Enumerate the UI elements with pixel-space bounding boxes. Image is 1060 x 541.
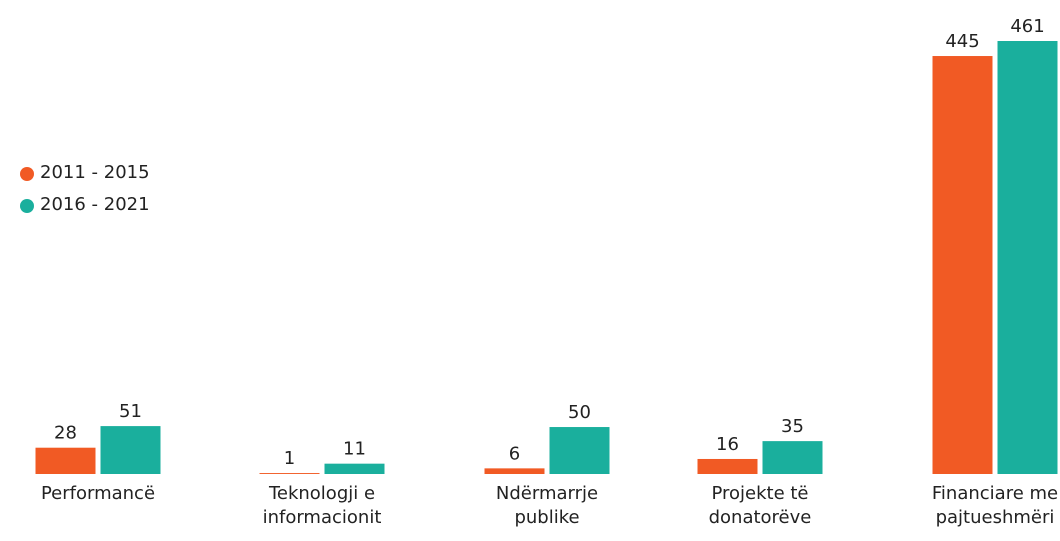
x-tick-label: Teknologji e informacionit <box>262 483 382 528</box>
legend-label: 2011 - 2015 <box>40 162 150 183</box>
x-tick-label: Financiare me pajtueshmëri <box>931 483 1059 528</box>
bar <box>100 426 161 474</box>
value-label: 6 <box>509 443 520 464</box>
bar <box>259 473 320 474</box>
bar <box>35 447 96 474</box>
bar <box>762 441 823 474</box>
value-label: 11 <box>343 439 366 460</box>
bar <box>932 56 993 474</box>
bar <box>997 41 1058 474</box>
value-label: 445 <box>945 31 979 52</box>
bar <box>549 427 610 474</box>
value-label: 1 <box>284 448 295 469</box>
x-tick-label: Projekte të donatorëve <box>708 483 812 528</box>
value-label: 51 <box>119 401 142 422</box>
bar <box>697 458 758 474</box>
value-label: 28 <box>54 423 77 444</box>
legend-swatch <box>20 167 34 181</box>
bar <box>324 463 385 474</box>
x-tick-label: Ndërmarrje publike <box>495 483 599 528</box>
value-label: 50 <box>568 402 591 423</box>
legend-swatch <box>20 199 34 213</box>
bar <box>484 468 545 474</box>
value-label: 35 <box>781 416 804 437</box>
legend-label: 2016 - 2021 <box>40 194 150 215</box>
value-label: 16 <box>716 434 739 455</box>
value-label: 461 <box>1010 16 1044 37</box>
x-tick-label: Performancë <box>40 483 156 504</box>
